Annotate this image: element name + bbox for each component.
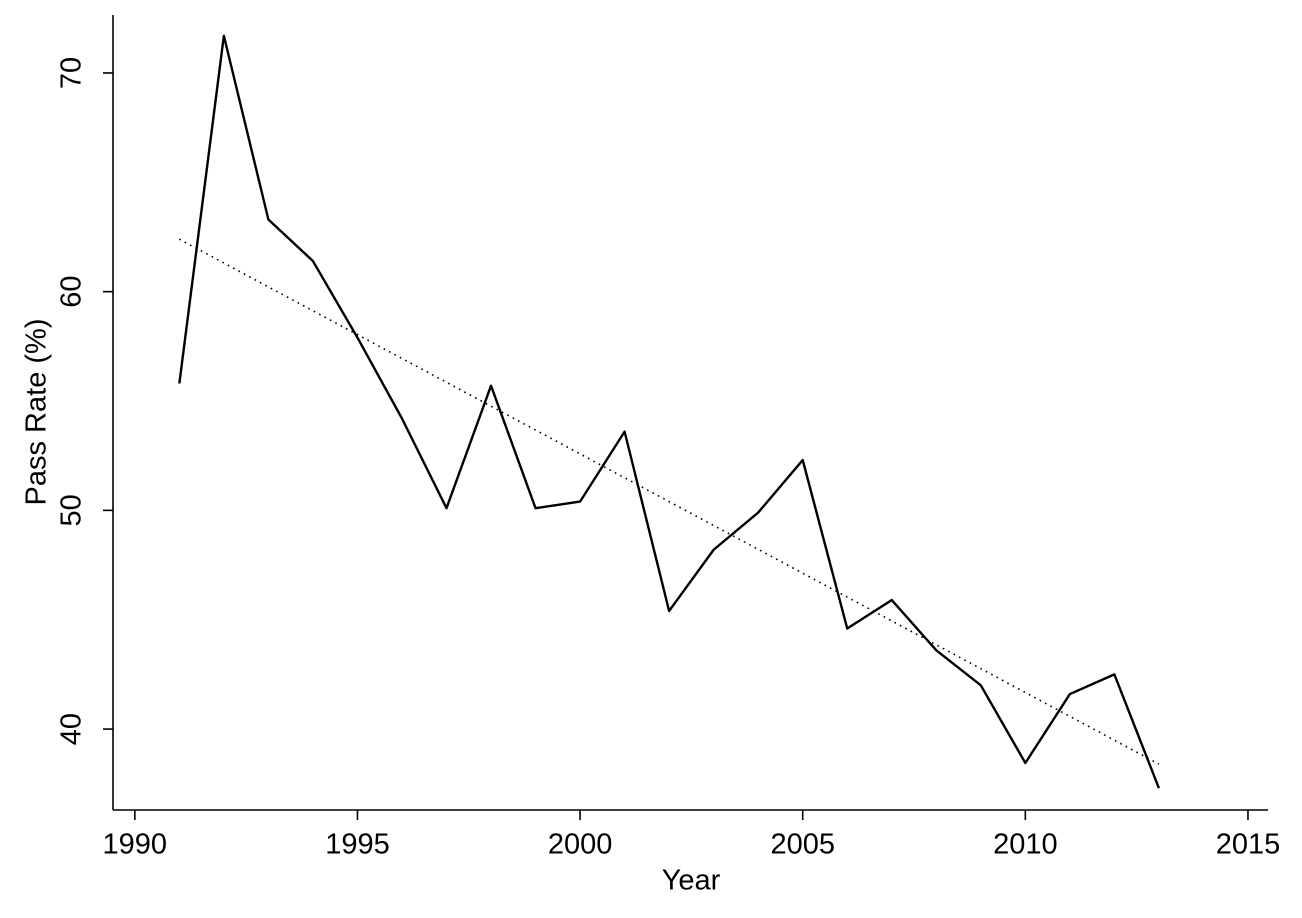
y-axis-label: Pass Rate (%) — [21, 319, 53, 506]
x-axis-label: Year — [662, 865, 721, 897]
x-tick-label: 2005 — [770, 829, 835, 861]
x-tick-label: 2000 — [548, 829, 613, 861]
y-tick-label: 50 — [56, 494, 88, 526]
x-tick-label: 2010 — [993, 829, 1058, 861]
x-tick-label: 2015 — [1216, 829, 1281, 861]
trend-line — [178, 238, 1160, 765]
x-tick-label: 1995 — [325, 829, 390, 861]
x-tick-label: 1990 — [103, 829, 168, 861]
y-tick-label: 70 — [56, 57, 88, 89]
data-line — [178, 34, 1161, 789]
y-tick-label: 40 — [56, 713, 88, 745]
y-tick-label: 60 — [56, 276, 88, 308]
